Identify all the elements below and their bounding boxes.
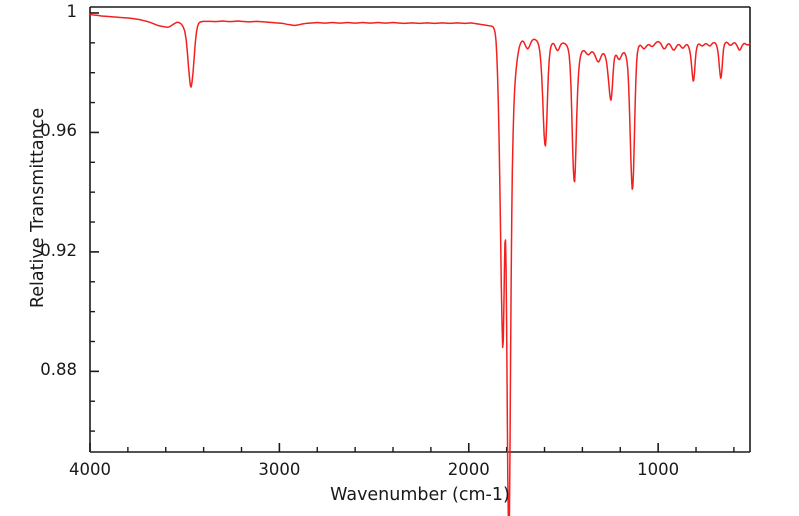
y-axis-label: Relative Transmittance (28, 107, 48, 309)
axes-group (89, 6, 751, 453)
x-tick-label: 4000 (69, 460, 111, 479)
y-tick-label: 1 (66, 1, 78, 21)
y-tick-label: 0.96 (40, 121, 77, 141)
x-tick-label: 2000 (447, 460, 490, 479)
y-tick-label: 0.88 (40, 360, 77, 380)
y-tick-label: 0.92 (40, 240, 77, 260)
x-axis-label: Wavenumber (cm-1) (330, 485, 510, 505)
x-tick-label: 1000 (637, 460, 680, 479)
tick-marks (89, 12, 735, 452)
spectrum-line (89, 13, 751, 516)
x-tick-label: 3000 (258, 460, 301, 479)
